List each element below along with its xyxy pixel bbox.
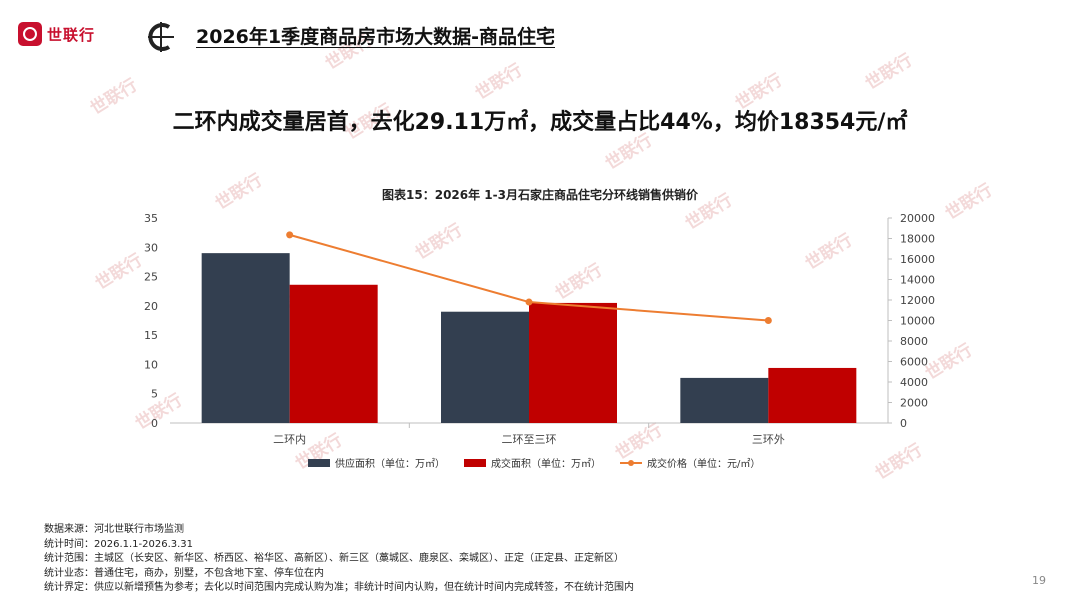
price-point-0 — [286, 231, 294, 239]
y-left-tick-label: 0 — [151, 417, 158, 430]
y-right-tick-label: 6000 — [900, 356, 928, 369]
y-left-tick-label: 5 — [151, 388, 158, 401]
footnotes: 数据来源：河北世联行市场监测 统计时间：2026.1.1-2026.3.31 统… — [44, 523, 634, 596]
y-left-tick-label: 15 — [144, 329, 158, 342]
watermark-9: 世联行 — [412, 219, 466, 264]
company-logo: 世联行 — [18, 22, 95, 46]
footnote-source: 数据来源：河北世联行市场监测 — [44, 524, 184, 535]
watermark-12: 世联行 — [802, 229, 856, 274]
bar-transaction-2 — [768, 367, 857, 423]
bar-transaction-1 — [529, 302, 617, 423]
footnote-period: 统计时间：2026.1.1-2026.3.31 — [44, 538, 194, 550]
y-right-tick-label: 0 — [900, 417, 907, 430]
y-right-tick-label: 14000 — [900, 274, 935, 287]
legend-swatch-0 — [308, 459, 330, 467]
logo-text: 世联行 — [47, 25, 96, 44]
y-left-tick-label: 35 — [144, 212, 158, 225]
watermark-10: 世联行 — [552, 259, 606, 304]
plot-area: 0 5 10 15 20 25 30 35 0 2000 4000 6000 8000 10000 1200… — [144, 212, 935, 446]
y-right-tick-label: 8000 — [900, 335, 928, 348]
watermark-19: 世联行 — [922, 339, 976, 384]
y-right-tick-label: 18000 — [900, 233, 935, 246]
x-tick-label: 三环外 — [752, 433, 785, 446]
watermark-7: 世联行 — [92, 249, 146, 294]
x-tick-label: 二环内 — [273, 432, 306, 446]
watermark-21: 世联行 — [872, 439, 926, 484]
page-title: 2026年1季度商品房市场大数据-商品住宅 — [196, 26, 555, 48]
footnote-scope: 统计范围：主城区（长安区、新华区、桥西区、裕华区、高新区）、新三区（藁城区、鹿泉… — [44, 553, 624, 564]
bar-supply-1 — [441, 311, 529, 423]
chart-legend: 供应面积（单位：万㎡） 成交面积（单位：万㎡） 成交价格（单位：元/㎡） — [308, 457, 760, 470]
y-right-tick-label: 10000 — [900, 315, 935, 328]
headline: 二环内成交量居首，去化29.11万㎡，成交量占比44%，均价18354元/㎡ — [172, 110, 908, 135]
y-left-tick-label: 30 — [144, 241, 158, 254]
bar-transaction-0 — [289, 284, 378, 423]
y-right-tick-label: 20000 — [900, 212, 935, 225]
price-point-2 — [764, 317, 772, 324]
y-right-tick-label: 4000 — [900, 376, 928, 389]
logo-mark-icon — [18, 22, 42, 46]
page-number: 19 — [1032, 574, 1046, 587]
y-right-tick-label: 12000 — [900, 294, 935, 307]
legend-swatch-1 — [464, 459, 486, 467]
watermark-6: 世联行 — [862, 49, 916, 94]
footnote-type: 统计业态：普通住宅，商办，别墅，不包含地下室、停车位在内 — [44, 567, 324, 579]
watermark-1: 世联行 — [212, 169, 266, 214]
legend-label-2: 成交价格（单位：元/㎡） — [647, 457, 760, 470]
x-tick-label: 二环至三环 — [502, 433, 557, 446]
y-right-tick-label: 16000 — [900, 253, 935, 266]
legend-marker-2 — [628, 460, 634, 466]
watermark-13: 世联行 — [942, 179, 996, 224]
y-left-tick-label: 25 — [144, 271, 158, 284]
watermark-3: 世联行 — [472, 59, 526, 104]
bar-supply-2 — [680, 377, 769, 423]
price-point-1 — [525, 298, 533, 306]
y-left-tick-label: 10 — [144, 358, 158, 371]
watermark-4: 世联行 — [602, 129, 656, 174]
bar-supply-0 — [201, 253, 290, 423]
y-left-tick-label: 20 — [144, 300, 158, 313]
chart-title: 图表15：2026年 1-3月石家庄商品住宅分环线销售供销价 — [382, 187, 699, 202]
watermark-14: 世联行 — [132, 389, 186, 434]
y-right-tick-label: 2000 — [900, 397, 928, 410]
legend-label-1: 成交面积（单位：万㎡） — [491, 457, 601, 470]
footnote-definition: 统计界定：供应以新增预售为参考；去化以时间范围内完成认购为准；非统计时间内认购，… — [44, 582, 634, 593]
c-brand-icon — [148, 22, 174, 52]
watermark-17: 世联行 — [612, 419, 666, 464]
legend-label-0: 供应面积（单位：万㎡） — [335, 457, 445, 470]
